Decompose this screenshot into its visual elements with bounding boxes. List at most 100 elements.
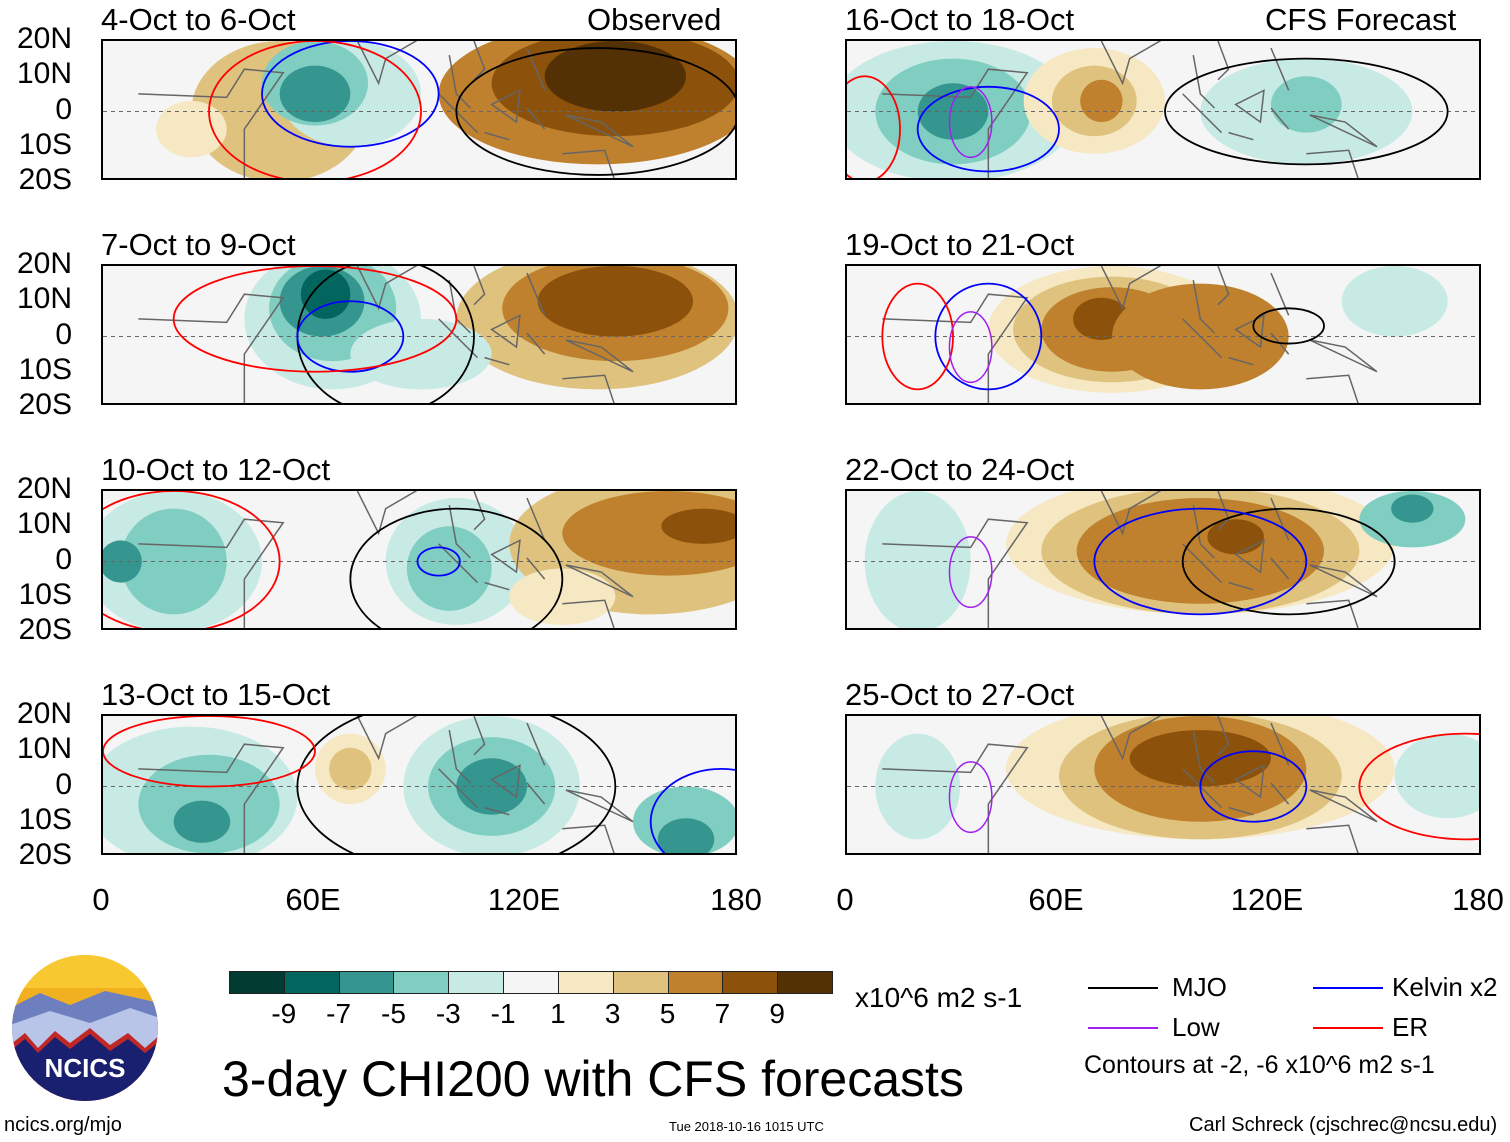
anomaly-shading xyxy=(1341,266,1448,337)
panel-title: 10-Oct to 12-Oct xyxy=(101,452,331,487)
colorbar-swatch xyxy=(229,971,285,994)
colorbar-swatch xyxy=(448,971,505,994)
lat-label: 0 xyxy=(55,542,72,576)
lon-label-right-60e: 60E xyxy=(1028,882,1084,917)
anomaly-shading xyxy=(864,491,971,628)
anomaly-shading xyxy=(456,758,527,815)
legend-er-label: ER xyxy=(1392,1012,1429,1042)
wave-contour xyxy=(296,716,617,853)
anomaly-shading xyxy=(657,818,715,853)
colorbar-swatch xyxy=(503,971,559,994)
anomaly-shading xyxy=(509,568,616,625)
lon-label-left-60e: 60E xyxy=(285,882,341,917)
anomaly-shading xyxy=(537,266,694,337)
wave-contour xyxy=(455,47,735,176)
colorbar-swatch xyxy=(667,971,724,994)
lat-label: 20N xyxy=(16,22,72,55)
forecast-label: CFS Forecast xyxy=(1265,2,1457,37)
anomaly-shading xyxy=(406,526,492,611)
anomaly-shading xyxy=(300,269,351,319)
lat-label: 20N xyxy=(16,697,72,730)
map-panel xyxy=(101,714,737,855)
colorbar-tick-label: 5 xyxy=(659,998,676,1029)
anomaly-shading xyxy=(156,100,227,158)
lat-label: 20S xyxy=(18,838,72,871)
colorbar-tick-label: -9 xyxy=(271,998,297,1029)
legend-mjo-label: MJO xyxy=(1172,972,1227,1002)
panel-title: 22-Oct to 24-Oct xyxy=(845,452,1075,487)
coastline xyxy=(138,491,634,628)
anomaly-shading xyxy=(661,508,735,544)
lat-label: 10S xyxy=(18,127,72,161)
low-contour xyxy=(948,311,993,384)
map-panel xyxy=(101,264,737,405)
legend-low-line xyxy=(1088,1027,1158,1029)
coastline xyxy=(138,41,634,178)
wave-contour xyxy=(1252,307,1325,345)
coastline xyxy=(882,491,1378,628)
anomaly-shading xyxy=(1076,498,1324,604)
lon-label-left-180: 180 xyxy=(710,882,762,917)
colorbar-units: x10^6 m2 s-1 xyxy=(855,982,1023,1013)
colorbar-swatch xyxy=(557,971,614,994)
coastline xyxy=(882,716,1378,853)
lat-label: 20S xyxy=(18,388,72,421)
footer-timestamp: Tue 2018-10-16 1015 UTC xyxy=(669,1119,824,1134)
colorbar-tick-label: 7 xyxy=(714,998,731,1029)
anomaly-shading xyxy=(1271,76,1342,133)
map-panel xyxy=(845,39,1481,180)
lon-label-left-0: 0 xyxy=(92,882,110,917)
colorbar-tick-label: -3 xyxy=(435,998,461,1029)
anomaly-shading xyxy=(329,747,372,791)
wave-contour xyxy=(172,266,458,373)
anomaly-shading xyxy=(544,41,686,112)
lat-label: 20N xyxy=(16,247,72,280)
lon-label-right-180: 180 xyxy=(1452,882,1504,917)
wave-contour xyxy=(261,41,440,148)
wave-contour xyxy=(1181,507,1396,616)
wave-contour xyxy=(1093,507,1308,616)
anomaly-shading xyxy=(1080,79,1123,123)
colorbar-tick-label: -7 xyxy=(326,998,352,1029)
low-contour xyxy=(948,86,993,159)
lat-label: 20S xyxy=(18,613,72,646)
legend-kelvin-line xyxy=(1313,987,1383,989)
low-contour xyxy=(948,761,993,834)
lat-label: 20S xyxy=(18,163,72,196)
legend-er-line xyxy=(1313,1027,1383,1029)
contour-note: Contours at -2, -6 x10^6 m2 s-1 xyxy=(1084,1051,1435,1079)
legend-low-label: Low xyxy=(1172,1012,1220,1042)
footer-url[interactable]: ncics.org/mjo xyxy=(4,1114,122,1136)
panel-title: 4-Oct to 6-Oct xyxy=(101,2,296,37)
anomaly-shading xyxy=(173,800,231,843)
panel-title: 13-Oct to 15-Oct xyxy=(101,677,331,712)
lat-label: 20N xyxy=(16,472,72,505)
lat-label: 10S xyxy=(18,577,72,611)
anomaly-shading xyxy=(279,65,351,123)
ncics-logo: NCICS xyxy=(12,955,158,1101)
wave-contour xyxy=(349,507,564,628)
colorbar-swatch xyxy=(722,971,779,994)
legend-kelvin-label: Kelvin x2 xyxy=(1392,972,1498,1002)
anomaly-shading xyxy=(1207,519,1264,555)
observed-label: Observed xyxy=(587,2,722,37)
anomaly-shading xyxy=(1129,730,1271,787)
legend-mjo-line xyxy=(1088,987,1158,989)
wave-contour xyxy=(881,282,954,391)
wave-contour xyxy=(847,75,901,178)
low-contour xyxy=(948,536,993,609)
lat-label: 10N xyxy=(16,507,72,541)
wave-contour xyxy=(103,716,316,788)
wave-contour xyxy=(416,546,461,577)
coastline xyxy=(138,716,634,853)
map-panel xyxy=(845,264,1481,405)
anomaly-shading xyxy=(1391,494,1434,523)
footer-credit: Carl Schreck (cjschrec@ncsu.edu) xyxy=(1189,1114,1498,1136)
panel-title: 19-Oct to 21-Oct xyxy=(845,227,1075,262)
lon-label-right-0: 0 xyxy=(836,882,854,917)
lat-label: 10N xyxy=(16,732,72,766)
anomaly-shading xyxy=(1394,733,1479,819)
panel-title: 16-Oct to 18-Oct xyxy=(845,2,1075,37)
colorbar-swatch xyxy=(777,971,833,994)
map-panel xyxy=(845,489,1481,630)
